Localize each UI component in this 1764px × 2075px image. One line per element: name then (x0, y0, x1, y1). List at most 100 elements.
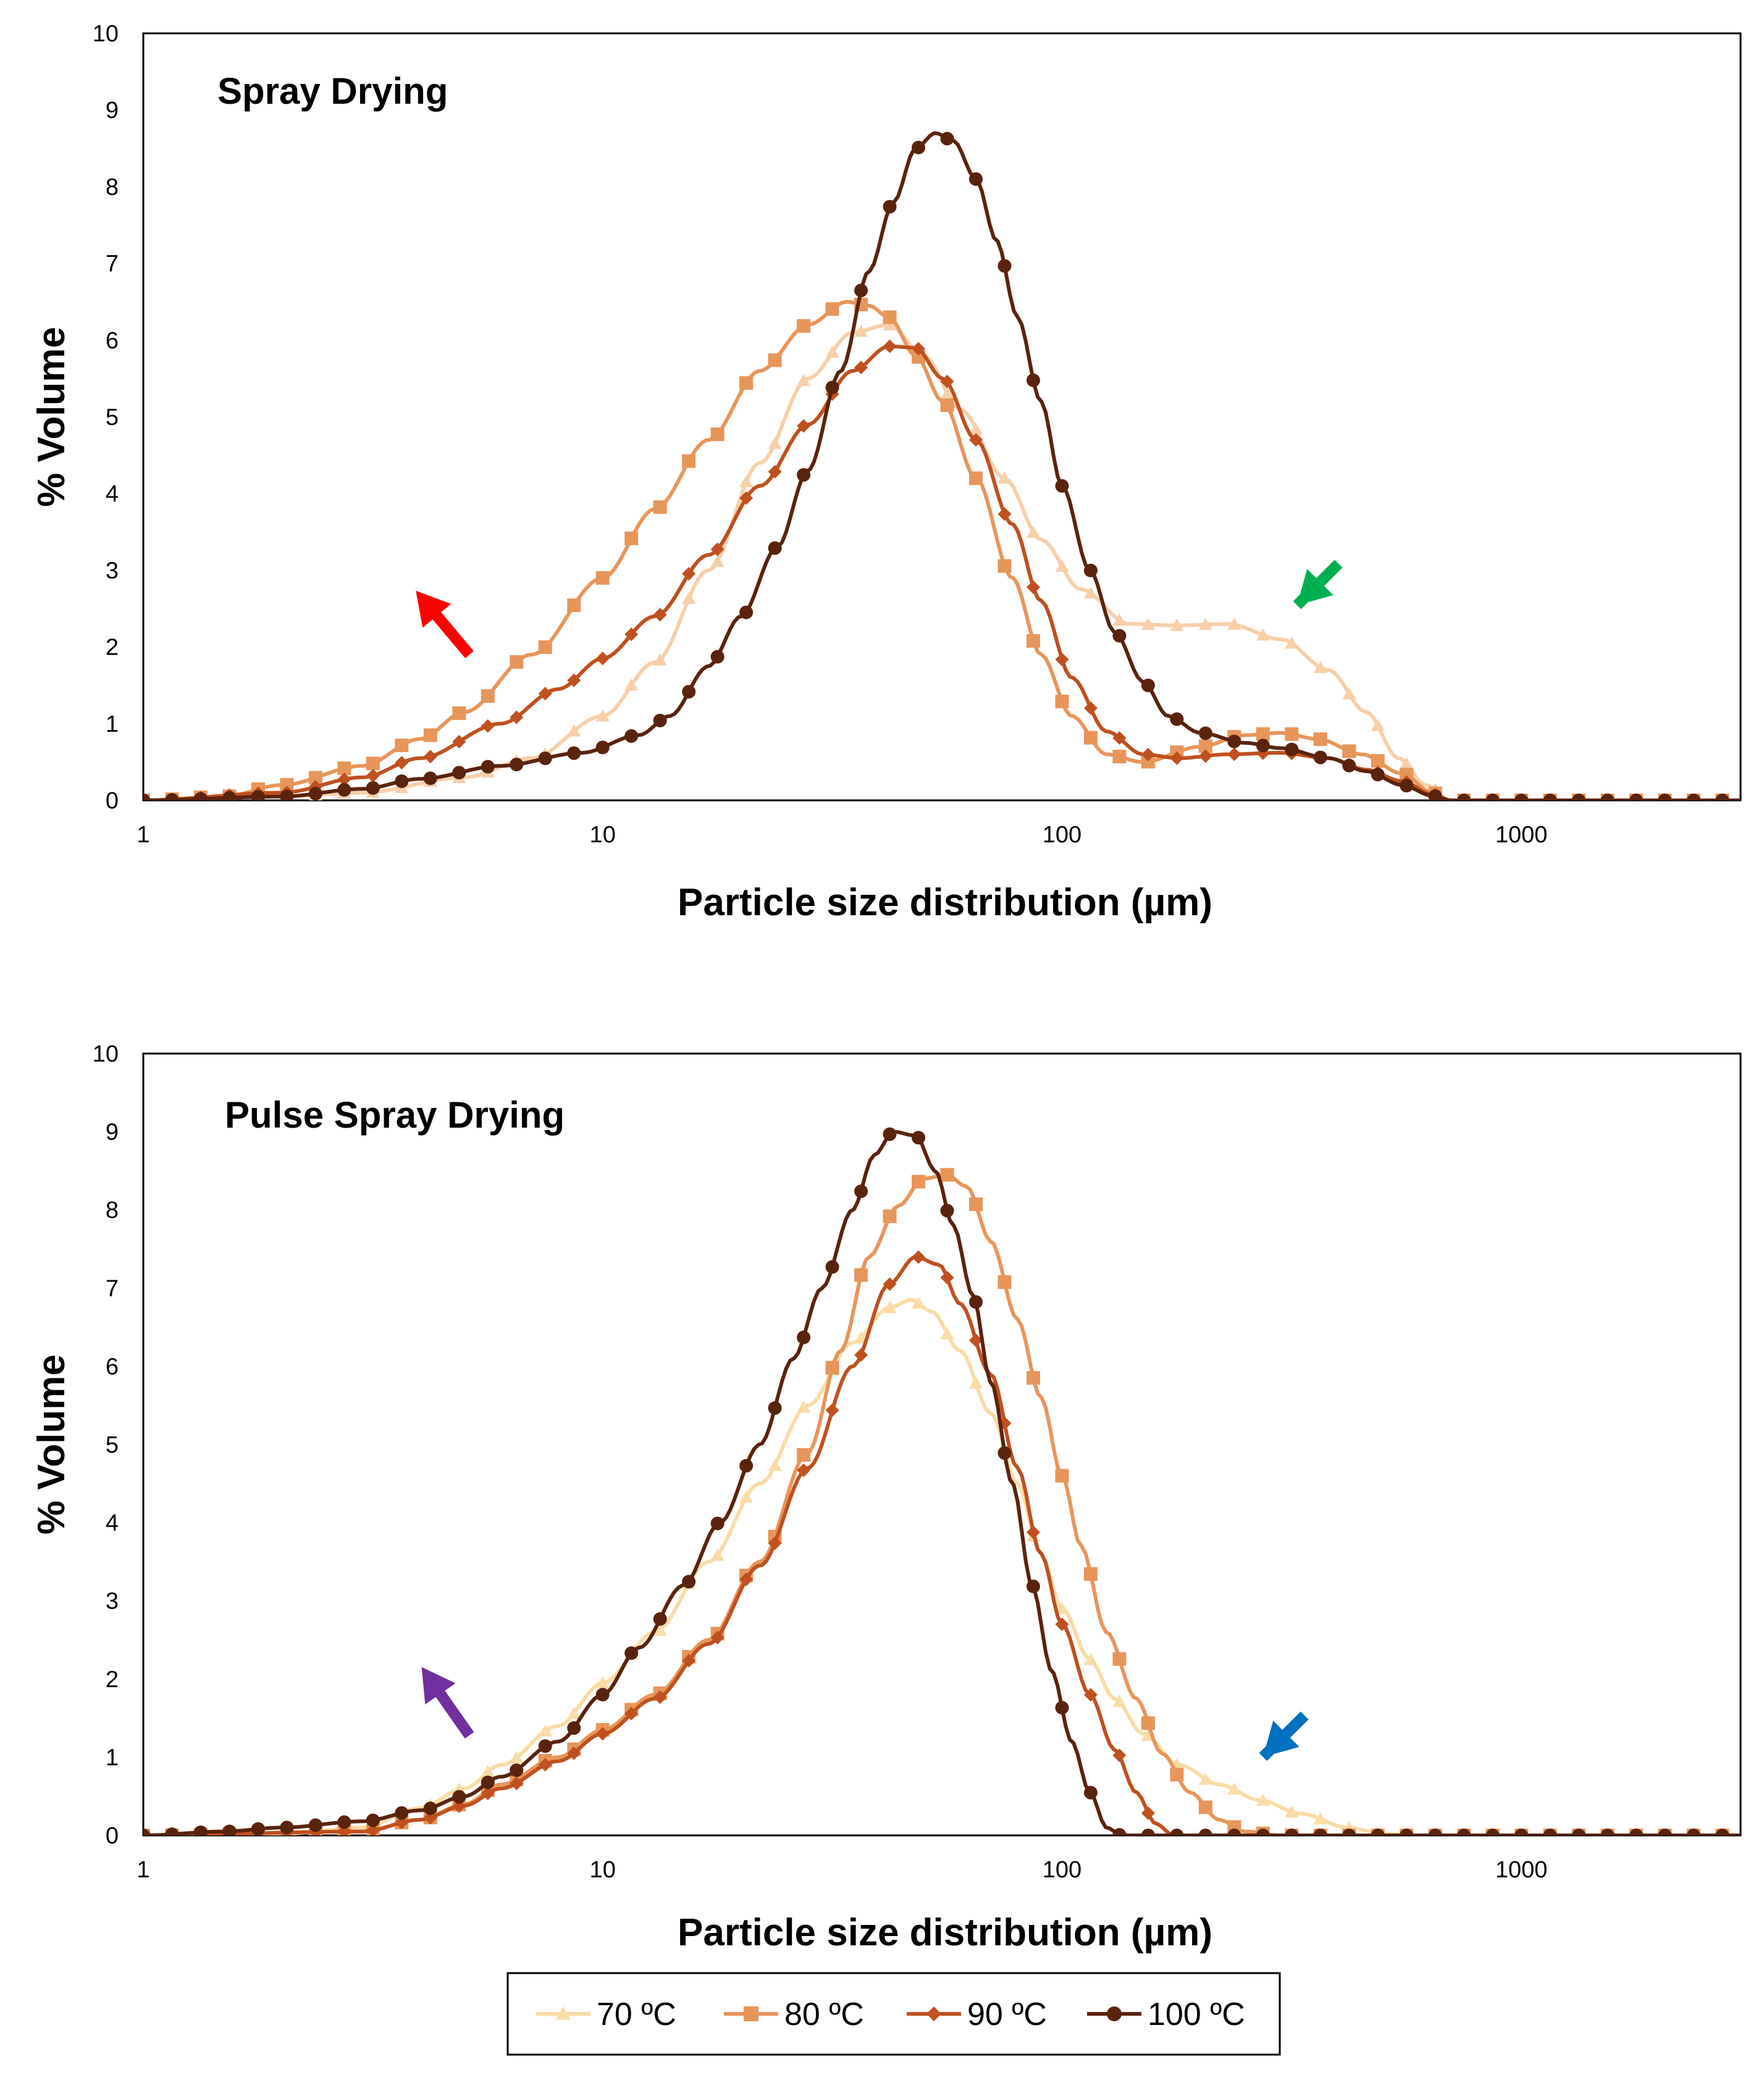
data-point (854, 283, 868, 298)
data-point (595, 709, 610, 722)
data-point (797, 467, 811, 482)
data-point (968, 1295, 983, 1309)
data-point (1572, 794, 1586, 800)
data-point (452, 1799, 466, 1813)
panel-title: Spray Drying (217, 70, 448, 112)
data-point (912, 1175, 926, 1189)
data-point (1371, 1829, 1385, 1835)
data-point (883, 1209, 897, 1223)
data-point (1313, 750, 1327, 765)
data-point (1055, 560, 1069, 572)
data-point (366, 768, 380, 782)
data-point (926, 2006, 941, 2021)
data-point (624, 627, 639, 642)
data-point (510, 655, 524, 669)
data-point (1198, 739, 1212, 753)
data-point (912, 1131, 926, 1145)
legend-item: 80 ºC (724, 1997, 864, 2032)
data-point (968, 1376, 983, 1389)
data-point (1485, 1829, 1500, 1835)
data-point (1112, 750, 1127, 764)
data-point (797, 419, 811, 433)
data-point (968, 433, 983, 447)
data-point (481, 1787, 495, 1801)
data-point (710, 1548, 724, 1561)
data-point (883, 1127, 897, 1141)
series-line (143, 131, 1741, 800)
data-point (825, 1403, 839, 1417)
y-tick-label: 7 (106, 251, 119, 277)
data-point (739, 1572, 754, 1587)
data-point (998, 1446, 1012, 1460)
y-tick-label: 7 (106, 1276, 119, 1302)
x-tick-label: 100 (1043, 822, 1082, 848)
data-point (1227, 618, 1241, 631)
data-point (452, 766, 466, 780)
data-point (1141, 1806, 1155, 1821)
data-point (1600, 794, 1615, 800)
y-tick-label: 10 (93, 21, 119, 47)
data-point (883, 310, 897, 324)
data-point (567, 1706, 581, 1719)
data-point (710, 427, 724, 442)
data-point (308, 1818, 322, 1832)
legend-label: 100 ºC (1148, 1997, 1245, 2032)
y-tick-label: 2 (106, 1667, 119, 1693)
data-point (538, 640, 552, 654)
data-point (1658, 794, 1672, 800)
data-point (595, 652, 610, 666)
data-point (1342, 1829, 1356, 1835)
data-point (710, 555, 724, 568)
y-tick-label: 10 (93, 1041, 119, 1067)
legend-label: 70 ºC (597, 1997, 676, 2032)
data-point (1285, 1829, 1299, 1835)
data-point (1170, 751, 1184, 765)
y-axis-title: % Volume (30, 1354, 73, 1535)
data-point (395, 1806, 409, 1820)
data-point (883, 318, 897, 330)
data-point (1658, 1829, 1672, 1835)
data-point (624, 1706, 639, 1721)
data-point (1112, 731, 1127, 745)
data-point (968, 1333, 983, 1348)
data-point (1112, 1748, 1127, 1763)
data-point (1285, 727, 1299, 741)
panel-title: Pulse Spray Drying (225, 1094, 565, 1136)
data-point (1256, 1793, 1270, 1806)
data-point (1227, 747, 1241, 761)
data-point (1026, 526, 1040, 539)
data-point (1400, 757, 1414, 769)
y-tick-label: 2 (106, 635, 119, 661)
data-point (744, 2006, 758, 2021)
data-point (1026, 1525, 1040, 1540)
data-point (567, 724, 581, 737)
data-point (1227, 1782, 1241, 1795)
data-point (768, 1536, 782, 1550)
data-point (797, 1463, 811, 1477)
y-tick-labels: 0 1 2 3 4 5 6 7 8 9 10 (93, 21, 119, 814)
data-point (1371, 768, 1385, 782)
x-tick-label: 100 (1043, 1857, 1082, 1883)
series-line (143, 344, 1741, 800)
data-point (1083, 701, 1098, 715)
data-point (1141, 747, 1155, 761)
data-point (739, 475, 754, 487)
y-tick-label: 6 (106, 1354, 119, 1380)
data-point (1400, 768, 1414, 782)
data-point (510, 758, 524, 772)
data-point (1227, 734, 1241, 748)
data-point (797, 319, 811, 333)
series-triangle (143, 1296, 1741, 1835)
data-point (624, 729, 639, 743)
data-point (1457, 1829, 1471, 1835)
data-point (1026, 580, 1040, 594)
green-arrow-icon (1293, 560, 1343, 610)
x-tick-label: 1000 (1495, 1857, 1548, 1883)
series-line (143, 323, 1741, 800)
data-point (567, 1746, 581, 1760)
data-point (968, 422, 983, 435)
data-point (912, 342, 926, 356)
legend: 70 ºC 80 ºC 90 ºC 100 ºC (506, 1972, 1281, 2056)
data-point (912, 1296, 926, 1309)
data-point (797, 374, 811, 386)
